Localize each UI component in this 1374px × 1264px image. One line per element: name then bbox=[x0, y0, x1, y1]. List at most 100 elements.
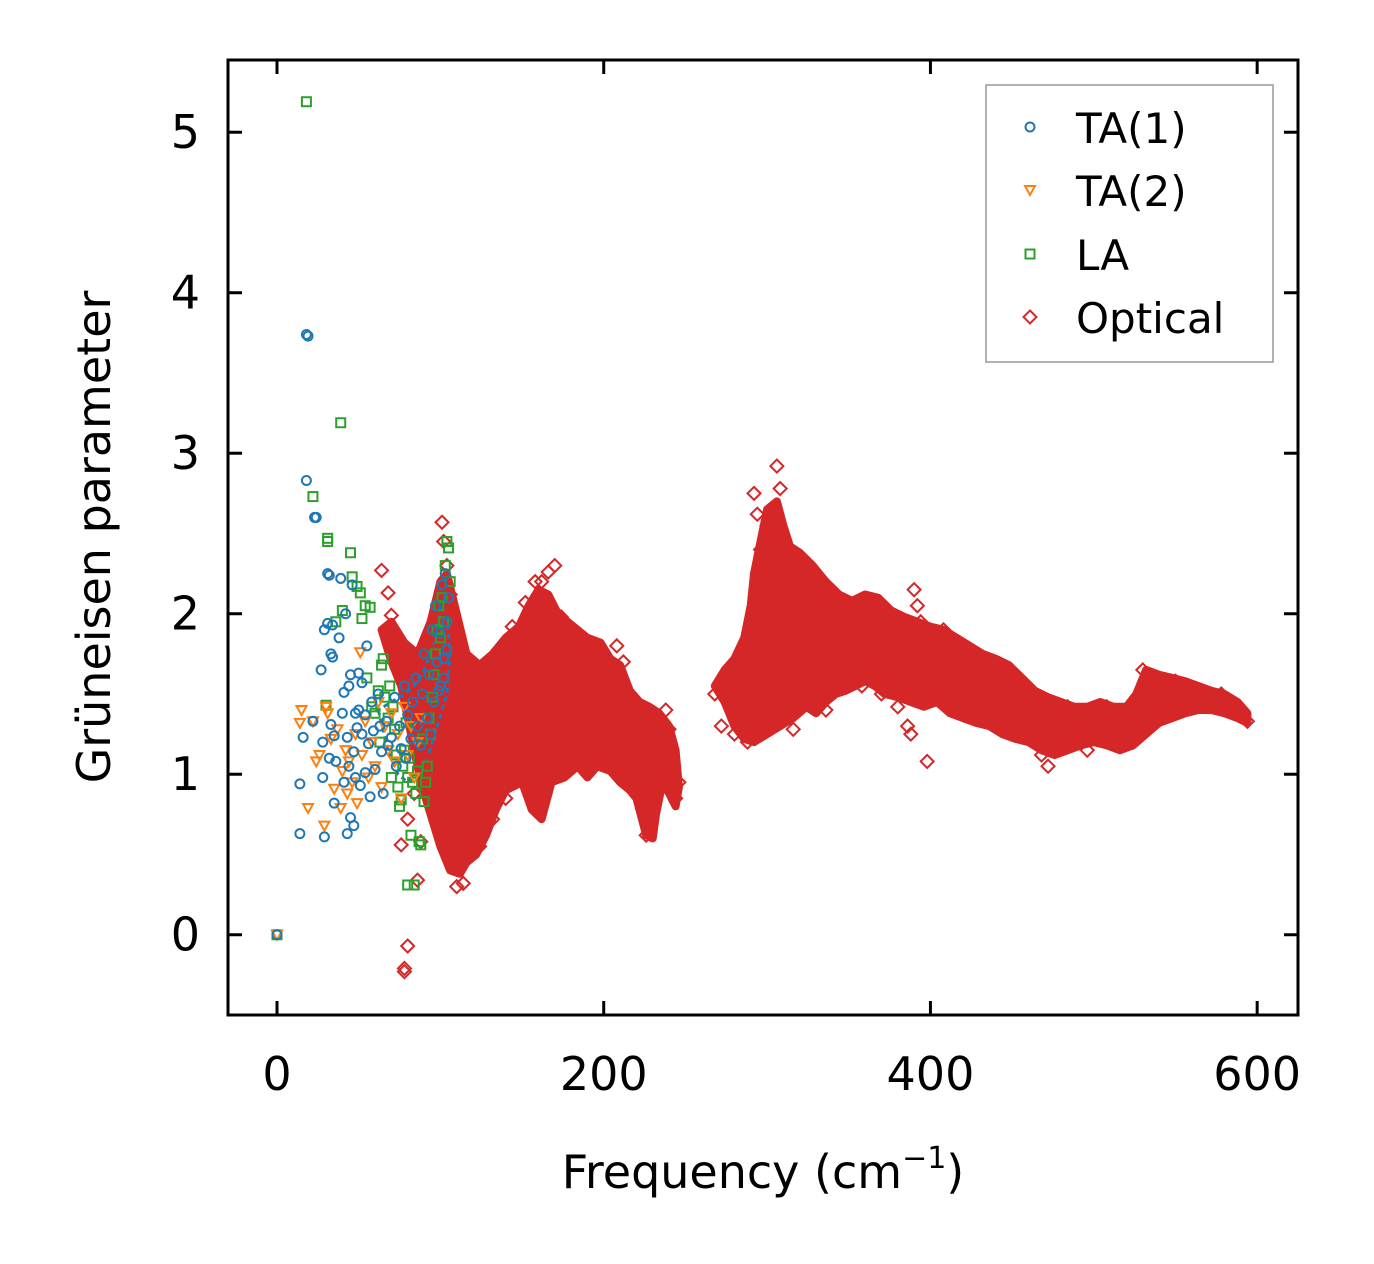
data-point bbox=[994, 666, 1011, 683]
data-point bbox=[335, 417, 347, 429]
data-point bbox=[402, 709, 414, 721]
data-point bbox=[426, 691, 438, 703]
data-point bbox=[323, 569, 335, 581]
series-ta1 bbox=[271, 328, 455, 941]
legend-label-optical: Optical bbox=[1076, 294, 1224, 343]
data-point bbox=[768, 458, 785, 474]
data-point bbox=[909, 597, 926, 614]
data-point bbox=[402, 879, 414, 891]
data-point bbox=[870, 641, 887, 657]
data-point bbox=[428, 669, 440, 681]
data-point bbox=[429, 600, 441, 612]
data-point bbox=[510, 761, 527, 778]
data-point bbox=[912, 613, 929, 630]
data-point bbox=[817, 702, 834, 718]
data-point bbox=[389, 691, 401, 703]
data-point bbox=[396, 960, 413, 977]
data-point bbox=[372, 688, 384, 700]
data-point bbox=[670, 774, 687, 791]
data-point bbox=[434, 680, 446, 692]
data-point bbox=[726, 726, 743, 743]
data-point bbox=[432, 601, 449, 617]
data-point bbox=[327, 619, 339, 631]
data-point bbox=[448, 767, 465, 784]
data-point bbox=[785, 721, 802, 738]
data-point bbox=[1046, 705, 1063, 722]
data-point bbox=[394, 720, 406, 732]
data-point bbox=[354, 587, 366, 599]
legend-marker-0 bbox=[1024, 121, 1036, 133]
data-point bbox=[322, 568, 334, 580]
data-point bbox=[1092, 726, 1109, 743]
data-point bbox=[752, 541, 769, 558]
data-point bbox=[759, 517, 775, 534]
data-point bbox=[889, 698, 906, 715]
data-point bbox=[782, 682, 798, 699]
data-point bbox=[368, 761, 382, 774]
data-point bbox=[1079, 742, 1096, 759]
data-point bbox=[369, 763, 381, 775]
data-point bbox=[399, 938, 416, 954]
data-point bbox=[407, 772, 421, 785]
data-point bbox=[1072, 710, 1089, 726]
data-point bbox=[421, 712, 433, 724]
data-point bbox=[359, 709, 371, 721]
data-point bbox=[968, 682, 985, 699]
data-point bbox=[739, 734, 756, 751]
data-point bbox=[755, 576, 772, 593]
data-point bbox=[504, 618, 521, 635]
data-point bbox=[418, 648, 430, 660]
data-point bbox=[850, 662, 867, 678]
data-point bbox=[791, 557, 808, 574]
data-point bbox=[651, 747, 668, 763]
data-point bbox=[362, 738, 374, 750]
legend-markers bbox=[1022, 121, 1038, 325]
data-point bbox=[293, 717, 307, 730]
data-point bbox=[615, 653, 632, 670]
data-point bbox=[641, 822, 658, 839]
data-point bbox=[307, 715, 319, 727]
data-point bbox=[366, 696, 378, 708]
data-point bbox=[527, 573, 544, 590]
data-point bbox=[376, 746, 388, 758]
data-point bbox=[742, 686, 759, 702]
data-point bbox=[1161, 678, 1177, 694]
data-point bbox=[348, 820, 360, 832]
data-point bbox=[325, 718, 337, 730]
data-point bbox=[1154, 705, 1171, 722]
x-axis-title-main: Frequency (cm bbox=[562, 1145, 902, 1199]
data-point bbox=[317, 736, 329, 748]
data-point bbox=[398, 680, 410, 692]
data-point bbox=[886, 678, 903, 694]
data-point bbox=[880, 629, 896, 646]
data-point bbox=[438, 557, 455, 574]
data-point bbox=[416, 688, 428, 700]
data-point bbox=[778, 634, 795, 651]
data-point bbox=[301, 802, 315, 816]
data-point bbox=[271, 929, 283, 941]
data-point bbox=[297, 731, 309, 743]
data-point bbox=[439, 568, 451, 580]
data-point bbox=[386, 629, 403, 646]
data-point bbox=[654, 758, 671, 775]
data-point bbox=[380, 584, 397, 601]
data-point bbox=[550, 758, 566, 775]
data-point bbox=[338, 776, 350, 788]
data-point bbox=[961, 666, 978, 683]
data-point bbox=[421, 760, 433, 772]
data-point bbox=[1180, 678, 1197, 694]
data-point bbox=[415, 739, 427, 751]
data-point bbox=[762, 589, 779, 606]
data-point bbox=[366, 701, 378, 713]
data-point bbox=[1033, 747, 1050, 763]
data-point bbox=[434, 627, 446, 639]
data-point bbox=[915, 650, 932, 667]
data-point bbox=[353, 667, 365, 679]
data-point bbox=[348, 746, 360, 758]
data-point bbox=[340, 788, 354, 801]
data-point bbox=[390, 760, 402, 772]
data-point bbox=[935, 621, 952, 638]
data-point bbox=[346, 579, 358, 591]
data-point bbox=[648, 714, 664, 731]
data-point bbox=[408, 879, 420, 891]
